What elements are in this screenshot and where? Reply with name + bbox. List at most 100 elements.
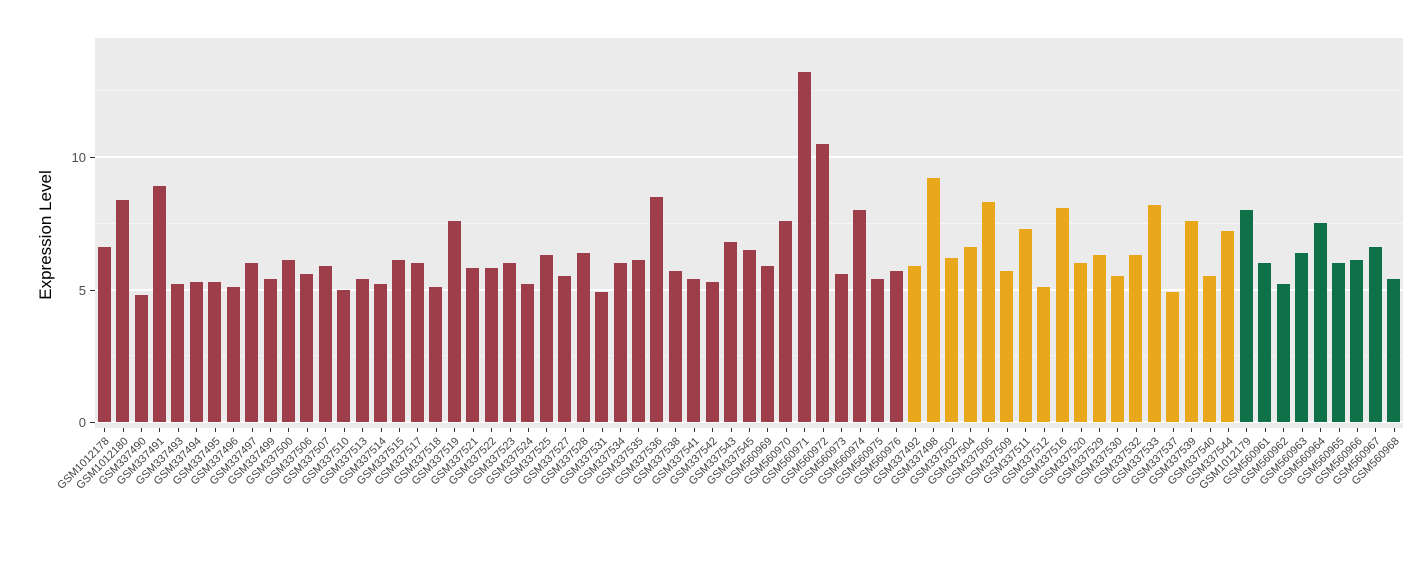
bar-GSM337530 [1110, 276, 1124, 422]
x-tick-mark [472, 428, 474, 432]
x-tick-mark [527, 428, 529, 432]
x-tick-mark [325, 428, 327, 432]
x-tick-mark [491, 428, 493, 432]
bar-GSM337515 [392, 260, 406, 422]
bar-GSM337502 [945, 257, 959, 422]
bar-GSM337540 [1203, 276, 1217, 422]
x-tick-mark [620, 428, 622, 432]
x-tick-mark [343, 428, 345, 432]
bar-GSM337545 [742, 249, 756, 422]
bar-GSM560965 [1332, 263, 1346, 422]
major-gridline [95, 156, 1403, 159]
bar-GSM337527 [558, 276, 572, 422]
bar-GSM337510 [337, 289, 351, 422]
x-tick-mark [1338, 428, 1340, 432]
x-tick-mark [914, 428, 916, 432]
bar-GSM337496 [226, 286, 240, 422]
plot-panel [95, 38, 1403, 428]
bar-GSM1012179 [1239, 210, 1253, 422]
x-tick-mark [1080, 428, 1082, 432]
bar-GSM337541 [687, 279, 701, 422]
x-tick-mark [1099, 428, 1101, 432]
bar-GSM337520 [1074, 263, 1088, 422]
x-tick-mark [1191, 428, 1193, 432]
x-tick-mark [1246, 428, 1248, 432]
x-tick-mark [822, 428, 824, 432]
bar-GSM337534 [613, 263, 627, 422]
x-tick-mark [196, 428, 198, 432]
bar-GSM560966 [1350, 260, 1364, 422]
bar-GSM337537 [1166, 292, 1180, 422]
x-tick-mark [1154, 428, 1156, 432]
bar-GSM337504 [963, 247, 977, 422]
x-tick-mark [159, 428, 161, 432]
x-tick-mark [933, 428, 935, 432]
x-tick-mark [1356, 428, 1358, 432]
bar-GSM337494 [189, 281, 203, 422]
x-tick-mark [1264, 428, 1266, 432]
bar-GSM337512 [1037, 286, 1051, 422]
bar-GSM337525 [539, 255, 553, 422]
bar-GSM560976 [889, 271, 903, 422]
x-tick-mark [1006, 428, 1008, 432]
bar-GSM337516 [1055, 207, 1069, 422]
bar-GSM560968 [1387, 279, 1401, 422]
bar-GSM337492 [908, 265, 922, 422]
minor-gridline [95, 222, 1403, 224]
bar-GSM337517 [410, 263, 424, 422]
x-tick-mark [233, 428, 235, 432]
x-tick-mark [509, 428, 511, 432]
bar-GSM337514 [374, 284, 388, 422]
bar-GSM337509 [1000, 271, 1014, 422]
x-tick-mark [785, 428, 787, 432]
y-tick-label: 0 [78, 415, 86, 430]
x-tick-mark [877, 428, 879, 432]
bar-GSM337544 [1221, 231, 1235, 422]
bar-GSM337498 [926, 178, 940, 422]
bar-GSM337493 [171, 284, 185, 422]
bar-GSM560974 [853, 210, 867, 422]
x-tick-mark [1375, 428, 1377, 432]
x-tick-mark [214, 428, 216, 432]
x-tick-mark [141, 428, 143, 432]
x-tick-mark [970, 428, 972, 432]
bar-GSM560969 [760, 265, 774, 422]
bar-GSM337499 [263, 279, 277, 422]
bar-GSM560975 [871, 279, 885, 422]
bar-GSM337536 [650, 196, 664, 422]
x-tick-mark [306, 428, 308, 432]
y-tick-mark [90, 289, 95, 291]
x-tick-mark [398, 428, 400, 432]
x-tick-mark [730, 428, 732, 432]
bar-GSM560962 [1276, 284, 1290, 422]
bar-GSM337535 [631, 260, 645, 422]
x-tick-mark [988, 428, 990, 432]
bar-GSM560971 [797, 72, 811, 422]
bar-GSM337529 [1092, 255, 1106, 422]
bar-GSM337522 [484, 268, 498, 422]
x-tick-mark [1209, 428, 1211, 432]
x-tick-mark [104, 428, 106, 432]
bar-GSM337543 [724, 241, 738, 422]
y-tick-label: 10 [71, 150, 86, 166]
x-tick-mark [362, 428, 364, 432]
x-tick-mark [583, 428, 585, 432]
bar-GSM337506 [300, 273, 314, 422]
bar-GSM337542 [705, 281, 719, 422]
x-tick-mark [675, 428, 677, 432]
x-tick-mark [251, 428, 253, 432]
bar-GSM560973 [834, 273, 848, 422]
bar-GSM1012180 [116, 199, 130, 422]
y-tick-mark [90, 157, 95, 159]
bar-GSM560963 [1295, 252, 1309, 422]
x-tick-mark [1172, 428, 1174, 432]
x-tick-mark [1393, 428, 1395, 432]
bar-GSM1012178 [97, 247, 111, 422]
bar-GSM337528 [576, 252, 590, 422]
x-tick-mark [270, 428, 271, 432]
x-tick-mark [841, 428, 843, 432]
bar-GSM337521 [466, 268, 480, 422]
x-tick-mark [177, 428, 179, 432]
x-tick-mark [951, 428, 953, 432]
